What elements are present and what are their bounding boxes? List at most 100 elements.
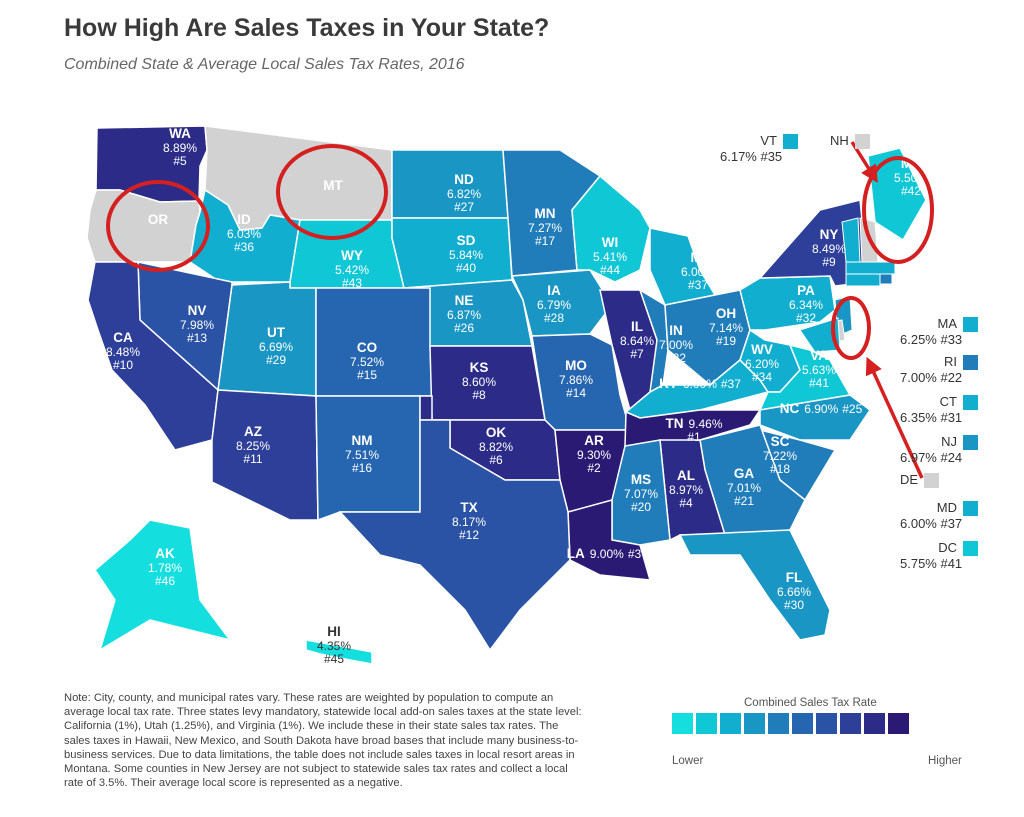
legend-scale [672,713,909,734]
state-label-va: VA 5.63% #41 [802,348,836,390]
state-ct [845,273,881,287]
legend-title: Combined Sales Tax Rate [744,697,877,709]
state-ma [845,261,896,275]
state-label-az: AZ 8.25% #11 [236,424,270,466]
state-label-oh: OH 7.14% #19 [709,306,743,348]
side-value: 6.25% #33 [900,332,963,348]
state-label-al: AL 8.97% #4 [669,468,703,510]
side-abbr: DC [938,540,957,555]
state-label-mn: MN 7.27% #17 [528,206,562,248]
state-label-pa: PA 6.34% #32 [789,283,823,325]
side-abbr: CT [939,394,957,409]
page-subtitle: Combined State & Average Local Sales Tax… [64,56,465,73]
state-fl [678,529,831,641]
legend-swatch-1 [696,713,717,734]
side-value: 7.00% #22 [900,370,963,386]
state-az [211,389,319,521]
state-label-il: IL 8.64% #7 [620,319,654,361]
legend-swatch-4 [768,713,789,734]
highlight-circle-de [831,296,871,360]
legend-swatch-7 [840,713,861,734]
legend-swatch-5 [792,713,813,734]
state-label-nv: NV 7.98% #13 [180,303,214,345]
side-swatch [924,473,940,489]
state-label-ak: AK 1.78% #46 [148,546,182,588]
highlight-circle-or [106,180,210,272]
side-label-nj: NJ 6.97% #24 [900,434,978,465]
side-value: 5.75% #41 [900,556,963,572]
state-label-ny: NY 8.49% #9 [812,227,846,269]
state-label-in: IN 7.00% #22 [659,323,693,365]
state-label-nc: NC 6.90% #25 [780,401,863,416]
side-swatch [963,395,978,411]
legend-swatch-3 [744,713,765,734]
side-value: 6.00% #37 [900,516,963,532]
state-label-ut: UT 6.69% #29 [259,325,293,367]
legend-swatch-2 [720,713,741,734]
state-label-co: CO 7.52% #15 [350,340,384,382]
state-label-fl: FL 6.66% #30 [777,570,811,612]
state-label-ia: IA 6.79% #28 [537,283,571,325]
side-swatch [963,501,978,517]
side-label-nh: NH [830,133,870,150]
highlight-circle-mt [276,144,388,240]
side-abbr: MA [937,316,958,331]
state-label-tn: TN 9.46% #1 [665,416,722,444]
side-label-ct: CT 6.35% #31 [900,394,978,425]
state-label-ky: KY 6.00% #37 [659,376,741,391]
state-label-nm: NM 7.51% #16 [345,433,379,475]
state-label-ms: MS 7.07% #20 [624,472,658,514]
state-label-nd: ND 6.82% #27 [447,172,481,214]
side-label-md: MD 6.00% #37 [900,500,978,531]
state-nd [391,149,509,219]
state-ak [94,519,232,652]
state-ri [879,273,893,285]
state-me [867,147,927,242]
state-label-ga: GA 7.01% #21 [727,466,761,508]
state-label-ks: KS 8.60% #8 [462,360,496,402]
side-label-ri: RI 7.00% #22 [900,354,978,385]
legend-swatch-9 [888,713,909,734]
side-value: 6.17% #35 [720,149,783,165]
side-label-dc: DC 5.75% #41 [900,540,978,571]
side-swatch [963,541,978,557]
legend-high-label: Higher [928,755,962,767]
state-wi [571,174,651,283]
state-label-mt: MT [323,178,343,193]
side-swatch [963,435,978,451]
footnote: Note: City, county, and municipal rates … [64,692,582,790]
side-abbr: RI [944,354,957,369]
legend-swatch-6 [816,713,837,734]
side-abbr: MD [936,500,957,515]
state-label-or: OR [148,212,169,227]
state-la [567,499,652,581]
side-swatch [783,134,798,150]
page-title: How High Are Sales Taxes in Your State? [64,14,550,42]
state-ca [87,261,219,451]
side-abbr: VT [760,133,777,148]
side-label-vt: VT 6.17% #35 [720,133,798,164]
state-label-mo: MO 7.86% #14 [559,358,593,400]
state-or [86,189,201,263]
state-label-wi: WI 5.41% #44 [593,235,627,277]
state-label-mi: MI 6.00% #37 [681,250,715,292]
state-label-ok: OK 8.82% #6 [479,425,513,467]
state-label-ca: CA 8.48% #10 [106,330,140,372]
side-label-ma: MA 6.25% #33 [900,316,978,347]
state-label-sd: SD 5.84% #40 [449,233,483,275]
state-label-ne: NE 6.87% #26 [447,293,481,335]
side-swatch [963,317,978,333]
state-tx [338,419,571,652]
state-label-wv: WV 6.20% #34 [745,342,779,384]
state-label-id: ID 6.03% #36 [227,212,261,254]
state-label-wa: WA 8.89% #5 [163,126,197,168]
legend-swatch-0 [672,713,693,734]
side-abbr: NJ [941,434,957,449]
side-value: 6.97% #24 [900,450,963,466]
side-abbr: DE [900,472,919,487]
legend-low-label: Lower [672,755,704,767]
state-label-la: LA 9.00% #3 [567,546,642,561]
state-label-sc: SC 7.22% #18 [763,434,797,476]
side-abbr: NH [830,133,849,148]
